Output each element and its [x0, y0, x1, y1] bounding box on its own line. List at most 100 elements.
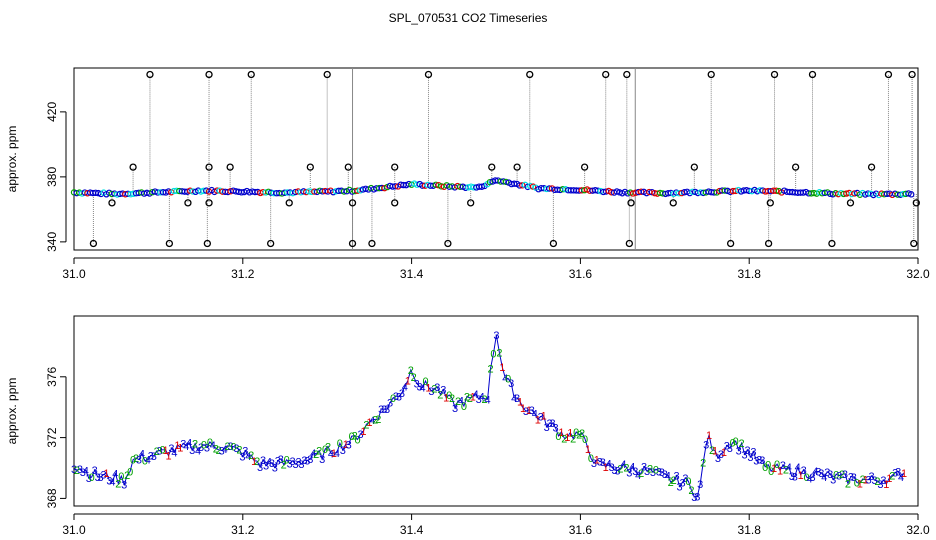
bottom-valve-code-marker: 0 [284, 455, 290, 467]
bottom-valve-code-marker: 4 [635, 470, 641, 482]
bottom-valve-code-marker: 3 [269, 458, 275, 470]
bottom-valve-code-marker: 3 [815, 467, 821, 479]
bottom-valve-code-marker: 2 [316, 446, 322, 458]
bottom-valve-code-marker: 0 [685, 476, 691, 488]
bottom-valve-code-marker: 2 [617, 464, 623, 476]
bottom-valve-code-marker: 3 [747, 452, 753, 464]
bottom-valve-code-marker: 1 [863, 475, 869, 487]
bottom-valve-code-marker: 3 [641, 462, 647, 474]
bottom-valve-code-marker: 3 [694, 492, 700, 504]
bottom-valve-code-marker: 3 [703, 439, 709, 451]
bottom-valve-code-marker: 3 [292, 459, 298, 471]
bottom-valve-code-marker: 2 [431, 384, 437, 396]
bottom-valve-code-marker: 3 [632, 466, 638, 478]
bottom-x-tick-label: 31.8 [738, 523, 762, 537]
top-outlier-high [247, 70, 255, 79]
bottom-valve-code-marker: 1 [535, 414, 541, 426]
bottom-valve-code-marker: 3 [168, 443, 174, 455]
bottom-y-tick-label: 372 [45, 427, 59, 447]
bottom-valve-code-marker: 3 [307, 454, 313, 466]
bottom-valve-code-marker: 2 [408, 365, 414, 377]
bottom-valve-code-marker: 4 [145, 455, 151, 467]
bottom-valve-code-marker: 1 [567, 428, 573, 440]
bottom-valve-code-marker: 3 [869, 471, 875, 483]
top-outlier-high [770, 70, 779, 79]
top-y-axis-label: approx. ppm [5, 126, 19, 193]
bottom-valve-code-marker: 3 [656, 466, 662, 478]
top-x-tick-label: 32.0 [906, 267, 930, 281]
bottom-valve-code-marker: 3 [106, 475, 112, 487]
bottom-valve-code-marker: 3 [263, 461, 269, 473]
bottom-valve-code-marker: 3 [384, 404, 390, 416]
bottom-valve-code-marker: 2 [739, 438, 745, 450]
bottom-valve-code-marker: 3 [830, 475, 836, 487]
bottom-valve-code-marker: 4 [112, 468, 118, 480]
bottom-valve-code-marker: 3 [718, 449, 724, 461]
top-outlier-low [828, 239, 836, 248]
top-panel-scatter-plot: 31.0 31.2 31.4 31.6 31.8 32.0 340 380 420 approx.… [5, 67, 930, 281]
bottom-valve-code-marker: 3 [257, 462, 263, 474]
top-outlier-high [424, 70, 433, 79]
top-outlier-mid [344, 163, 352, 171]
top-outlier-high [808, 70, 817, 79]
bottom-valve-code-marker: 4 [821, 472, 827, 484]
bottom-valve-code-marker: 3 [679, 477, 685, 489]
top-outlier-high [323, 70, 331, 79]
top-outlier-low [625, 239, 634, 248]
bottom-valve-code-marker: 3 [86, 473, 92, 485]
bottom-valve-code-marker: 3 [95, 472, 101, 484]
bottom-valve-code-marker: 3 [301, 455, 307, 467]
bottom-valve-code-marker: 2 [325, 441, 331, 453]
bottom-valve-code-marker: 0 [833, 469, 839, 481]
bottom-valve-code-marker: 2 [874, 476, 880, 488]
bottom-valve-code-marker: 2 [372, 414, 378, 426]
bottom-valve-code-marker: 3 [780, 460, 786, 472]
bottom-valve-code-marker: 3 [396, 391, 402, 403]
bottom-valve-code-marker: 3 [393, 391, 399, 403]
bottom-valve-code-marker: 3 [544, 422, 550, 434]
bottom-valve-code-marker: 3 [272, 463, 278, 475]
bottom-valve-code-marker: 2 [363, 419, 369, 431]
bottom-valve-code-marker: 3 [697, 479, 703, 491]
bottom-valve-code-marker: 4 [369, 415, 375, 427]
top-outlier-low [203, 239, 212, 248]
bottom-plot-frame [73, 315, 919, 507]
bottom-valve-code-marker: 4 [245, 451, 251, 463]
bottom-valve-code-marker: 1 [470, 392, 476, 404]
bottom-valve-code-marker: 3 [399, 388, 405, 400]
bottom-valve-code-marker: 3 [136, 455, 142, 467]
bottom-valve-code-marker: 3 [189, 445, 195, 457]
bottom-valve-code-marker: 3 [842, 469, 848, 481]
bottom-valve-code-marker: 3 [227, 441, 233, 453]
top-outlier-high [146, 70, 154, 79]
bottom-valve-code-marker: 1 [706, 430, 712, 442]
bottom-valve-code-marker: 2 [570, 434, 576, 446]
bottom-valve-code-marker: 3 [319, 454, 325, 466]
top-outlier-low [267, 239, 275, 248]
bottom-valve-code-marker: 2 [845, 478, 851, 490]
bottom-valve-code-marker: 0 [130, 455, 136, 467]
bottom-valve-code-marker: 3 [414, 378, 420, 390]
bottom-valve-code-marker: 3 [547, 418, 553, 430]
top-outlier-small [184, 199, 192, 207]
bottom-valve-code-marker: 3 [151, 451, 157, 463]
top-outlier-low [165, 239, 174, 248]
bottom-valve-code-marker: 3 [741, 449, 747, 461]
bottom-valve-code-marker: 0 [733, 436, 739, 448]
top-outlier-mid [488, 163, 496, 171]
bottom-valve-code-marker: 0 [201, 440, 207, 452]
bottom-valve-code-marker: 2 [455, 396, 461, 408]
bottom-valve-code-marker: 2 [133, 453, 139, 465]
bottom-valve-code-marker: 3 [278, 454, 284, 466]
bottom-valve-code-marker: 1 [360, 426, 366, 438]
bottom-valve-code-marker: 3 [71, 464, 77, 476]
bottom-valve-code-marker: 3 [239, 452, 245, 464]
bottom-valve-code-marker: 1 [366, 417, 372, 429]
bottom-valve-code-marker: 3 [538, 412, 544, 424]
top-outlier-low [726, 239, 735, 248]
bottom-valve-code-marker: 3 [204, 442, 210, 454]
bottom-valve-code-marker: 2 [352, 431, 358, 443]
bottom-valve-code-marker: 3 [298, 459, 304, 471]
bottom-valve-code-marker: 3 [659, 467, 665, 479]
bottom-valve-code-marker: 1 [771, 463, 777, 475]
